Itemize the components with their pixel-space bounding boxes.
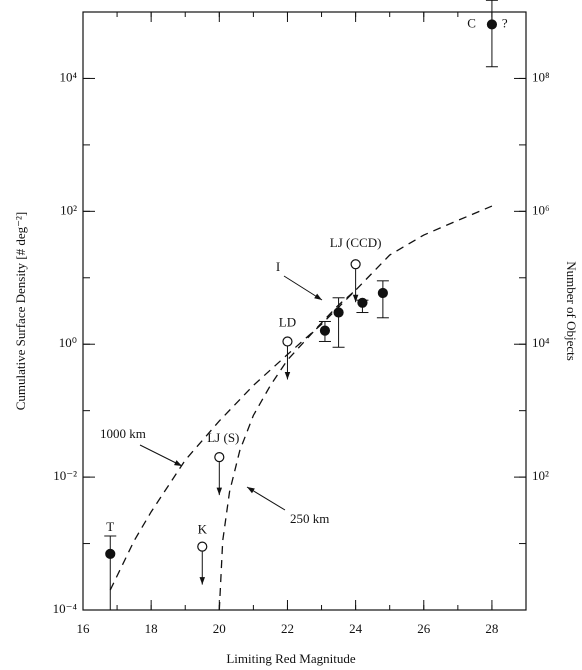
point-label: LJ (CCD) — [330, 235, 382, 250]
data-point — [197, 541, 208, 552]
data-point — [350, 259, 361, 270]
x-tick-label: 18 — [145, 621, 158, 636]
upper-limit-arrow-head — [216, 487, 223, 496]
point-label: C — [467, 15, 476, 30]
x-axis-label: Limiting Red Magnitude — [226, 651, 355, 666]
upper-limit-arrow-head — [352, 294, 359, 303]
curve-arrow-head — [174, 460, 182, 466]
upper-limit-arrow-head — [199, 577, 206, 585]
y-tick-label: 10² — [60, 202, 77, 217]
data-point — [377, 287, 388, 299]
data-point — [282, 336, 293, 347]
x-tick-label: 22 — [281, 621, 294, 636]
y-tick-label: 10⁴ — [59, 69, 77, 84]
y-axis-label: Cumulative Surface Density [# deg⁻²] — [13, 212, 28, 411]
y2-tick-label: 10⁸ — [532, 69, 550, 84]
point-label: K — [198, 522, 208, 537]
y2-tick-label: 10⁴ — [532, 335, 550, 350]
plot-frame — [82, 11, 527, 611]
point-label: LD — [279, 314, 296, 329]
x-tick-label: 28 — [485, 621, 498, 636]
curve-arrow — [139, 444, 183, 467]
data-point — [319, 325, 331, 336]
x-tick-label: 16 — [77, 621, 91, 636]
x-tick-label: 24 — [349, 621, 363, 636]
y-tick-label: 10⁻² — [53, 468, 77, 483]
upper-limit-arrow-head — [284, 371, 291, 380]
data-point — [333, 307, 344, 318]
y2-tick-label: 10⁶ — [532, 202, 550, 217]
y2-tick-label: 10² — [532, 468, 549, 483]
model-curve — [218, 289, 357, 611]
model-curve — [109, 205, 493, 591]
curve-label: 1000 km — [100, 426, 146, 441]
point-label: LJ (S) — [207, 430, 239, 445]
x-tick-label: 20 — [213, 621, 226, 636]
data-point — [357, 297, 368, 308]
y-tick-label: 10⁻⁴ — [53, 601, 78, 616]
curve-label: 250 km — [290, 511, 329, 526]
annotation: ? — [502, 15, 508, 30]
data-point — [486, 19, 498, 30]
data-point — [214, 452, 225, 463]
point-label: T — [106, 519, 114, 534]
annotation-arrow-head — [314, 293, 322, 300]
data-point — [105, 548, 116, 559]
y2-axis-label: Number of Objects — [564, 261, 579, 361]
annotation: I — [276, 259, 280, 274]
curve-arrow-head — [247, 487, 255, 494]
y-tick-label: 10⁰ — [59, 335, 77, 350]
x-tick-label: 26 — [417, 621, 431, 636]
